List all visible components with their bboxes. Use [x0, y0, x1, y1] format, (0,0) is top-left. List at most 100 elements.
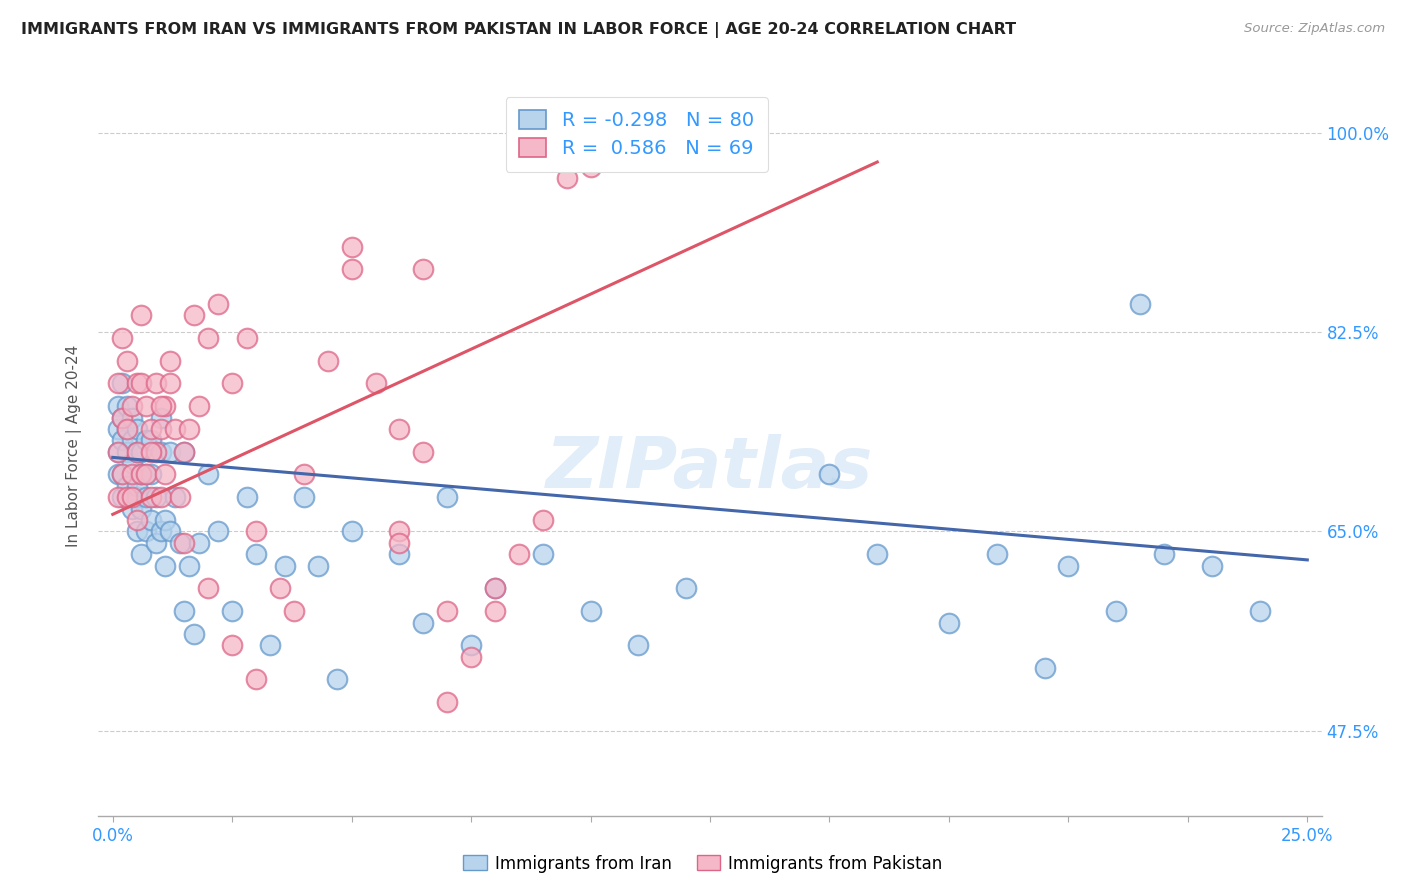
- Point: [139, 467, 162, 482]
- Point: [316, 353, 339, 368]
- Point: [145, 444, 167, 458]
- Point: [187, 536, 209, 550]
- Point: [173, 604, 195, 618]
- Point: [125, 444, 148, 458]
- Point: [388, 524, 411, 539]
- Point: [1201, 558, 1223, 573]
- Point: [197, 582, 219, 596]
- Point: [197, 467, 219, 482]
- Point: [221, 376, 243, 391]
- Point: [135, 524, 157, 539]
- Point: [292, 467, 315, 482]
- Point: [460, 638, 482, 652]
- Point: [139, 434, 162, 448]
- Point: [183, 627, 205, 641]
- Point: [121, 467, 143, 482]
- Point: [866, 547, 889, 561]
- Y-axis label: In Labor Force | Age 20-24: In Labor Force | Age 20-24: [66, 345, 83, 547]
- Point: [326, 673, 349, 687]
- Legend: R = -0.298   N = 80, R =  0.586   N = 69: R = -0.298 N = 80, R = 0.586 N = 69: [506, 96, 768, 171]
- Point: [139, 444, 162, 458]
- Text: Source: ZipAtlas.com: Source: ZipAtlas.com: [1244, 22, 1385, 36]
- Point: [627, 638, 650, 652]
- Point: [938, 615, 960, 630]
- Text: IMMIGRANTS FROM IRAN VS IMMIGRANTS FROM PAKISTAN IN LABOR FORCE | AGE 20-24 CORR: IMMIGRANTS FROM IRAN VS IMMIGRANTS FROM …: [21, 22, 1017, 38]
- Legend: Immigrants from Iran, Immigrants from Pakistan: Immigrants from Iran, Immigrants from Pa…: [457, 848, 949, 880]
- Point: [121, 501, 143, 516]
- Point: [107, 376, 129, 391]
- Point: [274, 558, 297, 573]
- Point: [131, 376, 153, 391]
- Point: [125, 524, 148, 539]
- Point: [169, 490, 191, 504]
- Point: [121, 490, 143, 504]
- Point: [135, 399, 157, 413]
- Point: [115, 422, 138, 436]
- Point: [818, 467, 841, 482]
- Point: [115, 422, 138, 436]
- Point: [159, 444, 181, 458]
- Point: [187, 399, 209, 413]
- Point: [111, 410, 134, 425]
- Point: [139, 422, 162, 436]
- Point: [197, 331, 219, 345]
- Point: [173, 444, 195, 458]
- Point: [135, 467, 157, 482]
- Point: [107, 490, 129, 504]
- Point: [125, 422, 148, 436]
- Point: [579, 604, 602, 618]
- Point: [139, 490, 162, 504]
- Point: [388, 422, 411, 436]
- Point: [221, 604, 243, 618]
- Point: [235, 490, 257, 504]
- Point: [111, 410, 134, 425]
- Point: [436, 695, 458, 709]
- Point: [111, 467, 134, 482]
- Point: [115, 399, 138, 413]
- Point: [121, 399, 143, 413]
- Point: [125, 513, 148, 527]
- Point: [1057, 558, 1080, 573]
- Point: [183, 308, 205, 322]
- Point: [149, 524, 172, 539]
- Point: [163, 422, 186, 436]
- Point: [579, 160, 602, 174]
- Point: [139, 513, 162, 527]
- Point: [111, 331, 134, 345]
- Point: [340, 262, 363, 277]
- Point: [245, 547, 267, 561]
- Point: [388, 547, 411, 561]
- Point: [135, 434, 157, 448]
- Point: [131, 308, 153, 322]
- Point: [675, 582, 697, 596]
- Point: [340, 240, 363, 254]
- Point: [292, 490, 315, 504]
- Point: [115, 479, 138, 493]
- Point: [173, 444, 195, 458]
- Point: [245, 524, 267, 539]
- Point: [179, 422, 201, 436]
- Point: [149, 422, 172, 436]
- Point: [131, 547, 153, 561]
- Point: [245, 673, 267, 687]
- Point: [412, 615, 434, 630]
- Point: [460, 649, 482, 664]
- Point: [1033, 661, 1056, 675]
- Point: [283, 604, 305, 618]
- Point: [155, 467, 177, 482]
- Point: [221, 638, 243, 652]
- Point: [508, 547, 530, 561]
- Point: [259, 638, 281, 652]
- Point: [107, 467, 129, 482]
- Point: [159, 353, 181, 368]
- Point: [159, 376, 181, 391]
- Point: [436, 490, 458, 504]
- Point: [115, 353, 138, 368]
- Point: [1105, 604, 1128, 618]
- Point: [121, 434, 143, 448]
- Point: [484, 582, 506, 596]
- Point: [207, 524, 229, 539]
- Point: [121, 410, 143, 425]
- Point: [131, 467, 153, 482]
- Point: [135, 467, 157, 482]
